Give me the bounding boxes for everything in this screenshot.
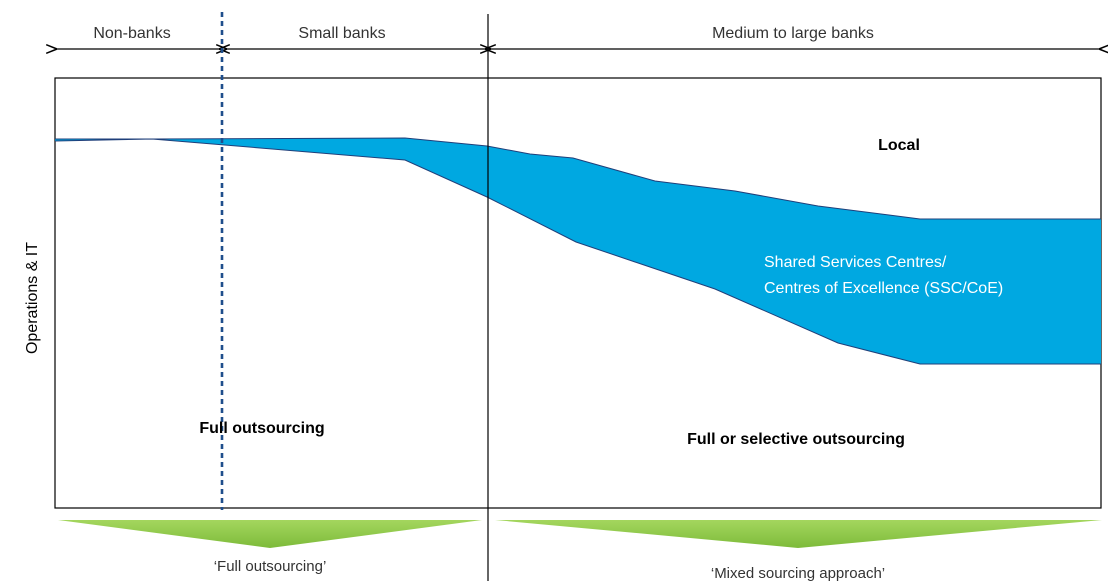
ssc-band bbox=[55, 138, 1101, 364]
mixed-sourcing-approach-label: ‘Mixed sourcing approach’ bbox=[711, 565, 885, 581]
full-outsourcing-label: Full outsourcing bbox=[199, 420, 324, 437]
ssc-band-bottom-edge bbox=[54, 138, 1101, 365]
segment-label-non-banks: Non-banks bbox=[93, 25, 170, 42]
mixed-sourcing-approach-arrow bbox=[495, 520, 1102, 548]
segment-label-medium-large-banks: Medium to large banks bbox=[712, 25, 874, 42]
full-outsourcing-approach-label: ‘Full outsourcing’ bbox=[214, 558, 327, 575]
segment-label-small-banks: Small banks bbox=[298, 25, 385, 42]
local-label: Local bbox=[878, 137, 920, 154]
y-axis-label: Operations & IT bbox=[24, 242, 41, 354]
ssc-band-top-edge bbox=[55, 137, 1101, 220]
full-or-selective-outsourcing-label: Full or selective outsourcing bbox=[687, 431, 905, 448]
full-outsourcing-approach-arrow bbox=[58, 520, 482, 548]
ssc-label-line2: Centres of Excellence (SSC/CoE) bbox=[764, 280, 1003, 297]
ssc-label-line1: Shared Services Centres/ bbox=[764, 254, 947, 271]
